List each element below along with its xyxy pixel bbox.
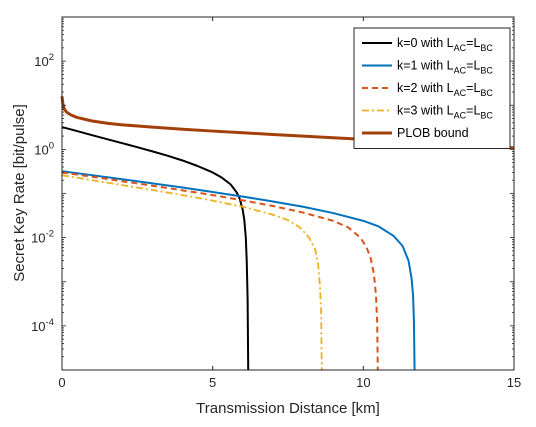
series-line-1	[61, 170, 416, 371]
legend-label-4: PLOB bound	[397, 126, 469, 140]
x-tick-label-3: 15	[507, 375, 521, 390]
legend-box	[353, 27, 511, 149]
y-tick-label-0: 10-4	[31, 317, 54, 334]
y-axis-label: Secret Key Rate [bit/pulse]	[11, 104, 28, 282]
legend: k=0 with LAC=LBC k=1 with LAC=LBC k=2 with…	[353, 27, 511, 149]
legend-label-0: k=0 with LAC=LBC	[397, 36, 493, 53]
y-tick-label-1: 10-2	[31, 229, 54, 246]
legend-label-3: k=3 with LAC=LBC	[397, 104, 493, 121]
series-line-2	[61, 171, 379, 371]
x-tick-label-2: 10	[356, 375, 370, 390]
legend-label-2: k=2 with LAC=LBC	[397, 81, 493, 98]
series-line-0	[61, 126, 250, 371]
series-line-3	[61, 174, 323, 371]
x-tick-label-0: 0	[58, 375, 65, 390]
x-tick-label-1: 5	[209, 375, 216, 390]
legend-label-1: k=1 with LAC=LBC	[397, 59, 493, 76]
ticks-layer: 0 5 10 15 10-4 10-2 100 102	[31, 17, 521, 390]
y-tick-label-3: 102	[34, 52, 54, 69]
y-tick-label-2: 100	[34, 140, 54, 157]
x-axis-label: Transmission Distance [km]	[196, 400, 380, 417]
